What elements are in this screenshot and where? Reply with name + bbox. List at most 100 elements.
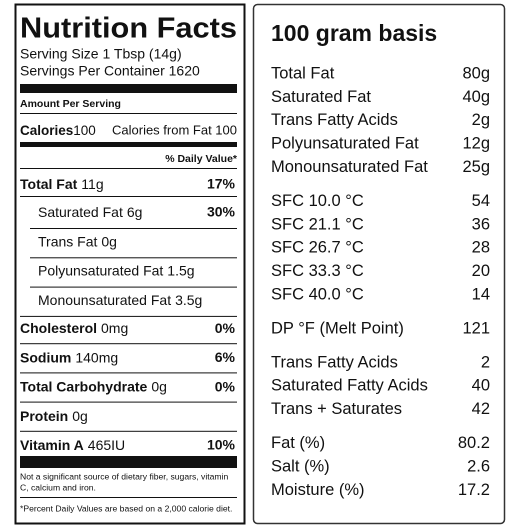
footnote: Not a significant source of dietary fibe… [20, 471, 228, 481]
basis-title: 100 gram basis [271, 20, 437, 46]
basis-label: Total Fat [271, 64, 335, 82]
servings-per-container: Servings Per Container 1620 [20, 63, 200, 79]
nutrient-row: Trans Fat 0g [38, 233, 117, 249]
nutrient-name: Total Carbohydrate [20, 378, 148, 394]
basis-label: SFC 10.0 °C [271, 192, 364, 210]
nutrient-row: Total Fat 11g [20, 176, 104, 192]
rule [20, 168, 237, 169]
basis-label: SFC 33.3 °C [271, 262, 364, 280]
rule [20, 84, 237, 93]
nutrient-row: Total Carbohydrate 0g [20, 378, 167, 394]
basis-label: SFC 40.0 °C [271, 285, 364, 303]
nutrient-name: Monounsaturated Fat [38, 292, 171, 308]
nutrient-dv: 30% [207, 204, 236, 220]
basis-value: 14 [472, 285, 490, 303]
nutrient-name: Trans Fat [38, 233, 97, 249]
rule [20, 456, 237, 468]
nutrient-dv: 17% [207, 176, 236, 192]
nutrient-row: Sodium 140mg [20, 349, 118, 365]
daily-value-header: % Daily Value* [165, 153, 238, 165]
label-title: Nutrition Facts [20, 13, 237, 45]
basis-label: Salt (%) [271, 457, 330, 475]
basis-value: 36 [472, 215, 490, 233]
nutrient-name: Sodium [20, 349, 71, 365]
nutrient-amount: 140mg [75, 349, 118, 365]
basis-label: SFC 26.7 °C [271, 239, 364, 257]
nutrient-name: Cholesterol [20, 320, 97, 336]
rule [20, 401, 237, 403]
nutrient-dv: 6% [215, 349, 236, 365]
basis-label: Trans Fatty Acids [271, 353, 398, 371]
basis-label: Fat (%) [271, 434, 325, 452]
nutrient-amount: 3.5g [175, 292, 202, 308]
rule [30, 257, 237, 259]
basis-label: Saturated Fatty Acids [271, 377, 428, 395]
nutrient-amount: 0g [101, 233, 117, 249]
basis-value: 42 [472, 400, 490, 418]
basis-value: 20 [472, 262, 490, 280]
basis-value: 28 [472, 239, 490, 257]
nutrient-amount: 0g [72, 408, 88, 424]
rule [30, 228, 237, 229]
basis-label: SFC 21.1 °C [271, 215, 364, 233]
nutrient-name: Polyunsaturated Fat [38, 262, 163, 278]
rule [20, 343, 237, 345]
basis-value: 54 [472, 192, 490, 210]
basis-value: 2g [472, 111, 490, 129]
basis-label: Monounsaturated Fat [271, 158, 428, 176]
basis-value: 80.2 [458, 434, 490, 452]
basis-value: 80g [462, 64, 490, 82]
basis-value: 2 [481, 353, 490, 371]
rule [20, 142, 237, 147]
nutrient-row: Polyunsaturated Fat 1.5g [38, 262, 195, 278]
basis-label: Saturated Fat [271, 88, 371, 106]
nutrient-name: Vitamin A [20, 437, 84, 453]
basis-value: 25g [462, 158, 490, 176]
nutrient-amount: 1.5g [167, 262, 194, 278]
nutrient-name: Saturated Fat [38, 204, 123, 220]
basis-label: Trans + Saturates [271, 400, 402, 418]
nutrient-amount: 6g [127, 204, 143, 220]
calories-from-fat: Calories from Fat 100 [112, 122, 237, 137]
nutrient-name: Protein [20, 408, 68, 424]
basis-value: 121 [462, 319, 490, 337]
nutrient-row: Saturated Fat 6g [38, 204, 142, 220]
basis-value: 17.2 [458, 481, 490, 499]
basis-border [252, 3, 506, 525]
nutrient-row: Protein 0g [20, 408, 88, 424]
nutrient-amount: 0mg [101, 320, 128, 336]
nutrient-dv: 10% [207, 437, 236, 453]
basis-value: 2.6 [467, 457, 490, 475]
basis-label: Trans Fatty Acids [271, 111, 398, 129]
rule [30, 286, 237, 288]
rule [20, 196, 237, 197]
nutrient-amount: 11g [81, 176, 103, 192]
nutrient-name: Total Fat [20, 176, 78, 192]
label-border [14, 3, 246, 525]
basis-value: 12g [462, 135, 490, 153]
basis-label: Polyunsaturated Fat [271, 135, 419, 153]
basis-value: 40 [472, 377, 490, 395]
calories-row: Calories100 [20, 123, 96, 138]
rule [20, 430, 237, 432]
nutrient-row: Cholesterol 0mg [20, 320, 128, 336]
rule [20, 315, 237, 317]
footnote: *Percent Daily Values are based on a 2,0… [20, 503, 232, 513]
nutrient-amount: 0g [151, 378, 167, 394]
rule [20, 497, 237, 498]
nutrient-row: Vitamin A 465IU [20, 437, 125, 453]
amount-per-serving: Amount Per Serving [20, 98, 121, 110]
nutrient-amount: 465IU [88, 437, 125, 453]
calories-name: Calories [20, 123, 73, 138]
basis-label: Moisture (%) [271, 481, 365, 499]
serving-size: Serving Size 1 Tbsp (14g) [20, 46, 182, 62]
calories-amount: 100 [73, 123, 96, 138]
basis-value: 40g [462, 88, 490, 106]
rule [20, 372, 237, 374]
footnote: C, calcium and iron. [20, 482, 96, 492]
basis-label: DP °F (Melt Point) [271, 319, 404, 337]
nutrient-dv: 0% [215, 378, 236, 394]
nutrient-dv: 0% [215, 320, 236, 336]
rule [20, 113, 237, 114]
